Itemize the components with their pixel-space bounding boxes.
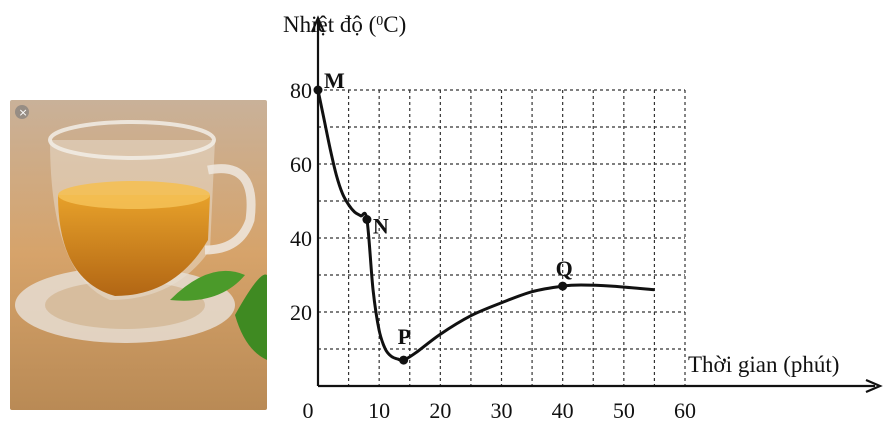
- point-q: [558, 281, 568, 291]
- y-tick-label: 60: [290, 152, 312, 177]
- x-tick-label: 50: [613, 398, 635, 423]
- point-label-p: P: [398, 324, 411, 349]
- temperature-curve: [316, 89, 655, 362]
- point-m: [313, 85, 323, 95]
- y-axis-title: Nhiệt độ (0C): [283, 12, 406, 37]
- chart-grid: [318, 89, 686, 386]
- point-label-m: M: [324, 68, 345, 93]
- x-axis-title: Thời gian (phút): [688, 352, 839, 377]
- point-label-n: N: [373, 214, 389, 239]
- x-tick-label: 0: [303, 398, 314, 423]
- x-tick-label: 20: [429, 398, 451, 423]
- x-tick-label: 30: [491, 398, 513, 423]
- x-tick-label: 10: [368, 398, 390, 423]
- x-tick-label: 40: [552, 398, 574, 423]
- y-tick-label: 80: [290, 78, 312, 103]
- x-tick-label: 60: [674, 398, 696, 423]
- point-p: [399, 355, 409, 365]
- point-label-q: Q: [556, 256, 573, 281]
- chart-axes: [310, 15, 883, 394]
- y-tick-label: 40: [290, 226, 312, 251]
- point-n: [362, 215, 372, 224]
- y-tick-label: 20: [290, 300, 312, 325]
- tea-cup-photo: ×: [10, 100, 267, 410]
- x-axis-arrow: [865, 378, 883, 394]
- y-axis-arrow: [310, 15, 326, 33]
- svg-text:×: ×: [19, 106, 28, 119]
